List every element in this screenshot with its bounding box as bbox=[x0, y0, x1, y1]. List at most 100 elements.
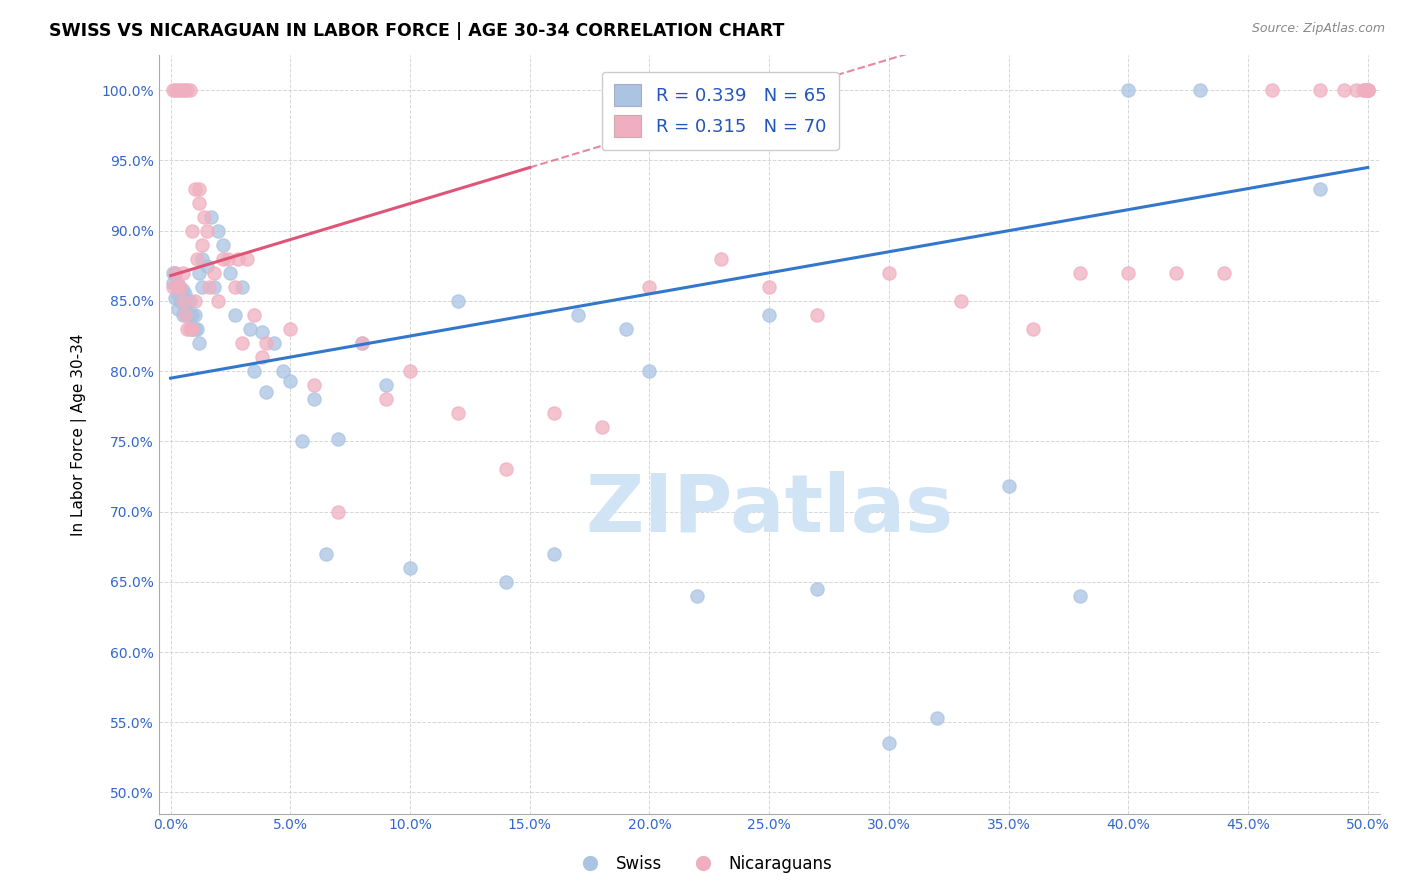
Point bbox=[495, 574, 517, 589]
Point bbox=[250, 325, 273, 339]
Point bbox=[352, 336, 374, 351]
Point bbox=[176, 322, 198, 336]
Legend: Swiss, Nicaraguans: Swiss, Nicaraguans bbox=[567, 848, 839, 880]
Point bbox=[1333, 83, 1355, 97]
Point bbox=[172, 308, 194, 322]
Point bbox=[949, 293, 972, 308]
Point bbox=[188, 195, 211, 210]
Point bbox=[190, 280, 212, 294]
Point bbox=[250, 350, 273, 364]
Point bbox=[591, 420, 613, 434]
Point bbox=[172, 266, 194, 280]
Point bbox=[190, 252, 212, 266]
Point bbox=[181, 308, 204, 322]
Point bbox=[877, 736, 900, 750]
Point bbox=[1309, 83, 1331, 97]
Point bbox=[174, 286, 197, 301]
Point bbox=[166, 280, 188, 294]
Point bbox=[1309, 181, 1331, 195]
Point bbox=[399, 561, 422, 575]
Point bbox=[291, 434, 314, 449]
Point bbox=[195, 259, 218, 273]
Point bbox=[447, 406, 470, 420]
Point bbox=[236, 252, 259, 266]
Point bbox=[212, 237, 235, 252]
Point bbox=[1118, 266, 1140, 280]
Point bbox=[1344, 83, 1367, 97]
Point bbox=[1069, 589, 1091, 603]
Point bbox=[1213, 266, 1236, 280]
Point bbox=[352, 336, 374, 351]
Point bbox=[179, 322, 201, 336]
Point bbox=[304, 392, 326, 407]
Point bbox=[278, 374, 301, 388]
Point bbox=[758, 308, 780, 322]
Point bbox=[165, 83, 187, 97]
Point bbox=[183, 322, 205, 336]
Point bbox=[224, 280, 246, 294]
Point bbox=[243, 308, 266, 322]
Point bbox=[614, 322, 637, 336]
Text: ZIPatlas: ZIPatlas bbox=[585, 471, 953, 549]
Point bbox=[176, 83, 198, 97]
Point bbox=[198, 280, 221, 294]
Point bbox=[172, 283, 194, 297]
Point bbox=[179, 308, 201, 322]
Point bbox=[304, 378, 326, 392]
Point bbox=[375, 378, 398, 392]
Point bbox=[174, 308, 197, 322]
Point bbox=[315, 547, 337, 561]
Text: Source: ZipAtlas.com: Source: ZipAtlas.com bbox=[1251, 22, 1385, 36]
Point bbox=[263, 336, 285, 351]
Point bbox=[165, 266, 187, 280]
Point bbox=[219, 266, 242, 280]
Point bbox=[166, 302, 188, 317]
Point bbox=[172, 293, 194, 308]
Point bbox=[447, 293, 470, 308]
Point bbox=[174, 301, 197, 315]
Point bbox=[686, 589, 709, 603]
Point bbox=[1351, 83, 1374, 97]
Point bbox=[495, 462, 517, 476]
Point bbox=[877, 266, 900, 280]
Point bbox=[399, 364, 422, 378]
Point bbox=[1357, 83, 1379, 97]
Point bbox=[1118, 83, 1140, 97]
Point bbox=[638, 280, 661, 294]
Point bbox=[806, 582, 828, 596]
Point bbox=[243, 364, 266, 378]
Point bbox=[186, 252, 208, 266]
Point bbox=[997, 479, 1019, 493]
Point bbox=[183, 293, 205, 308]
Point bbox=[1354, 83, 1376, 97]
Point bbox=[169, 280, 191, 294]
Point bbox=[1021, 322, 1043, 336]
Point bbox=[166, 83, 188, 97]
Point bbox=[172, 83, 194, 97]
Point bbox=[166, 286, 188, 301]
Point bbox=[758, 280, 780, 294]
Point bbox=[162, 280, 184, 294]
Point bbox=[181, 322, 204, 336]
Point bbox=[925, 711, 948, 725]
Point bbox=[239, 322, 262, 336]
Legend: R = 0.339   N = 65, R = 0.315   N = 70: R = 0.339 N = 65, R = 0.315 N = 70 bbox=[602, 71, 839, 150]
Point bbox=[543, 547, 565, 561]
Point bbox=[166, 277, 188, 291]
Point bbox=[202, 280, 225, 294]
Point bbox=[200, 210, 222, 224]
Point bbox=[183, 181, 205, 195]
Point bbox=[193, 210, 215, 224]
Point bbox=[217, 252, 239, 266]
Point bbox=[224, 308, 246, 322]
Point bbox=[188, 266, 211, 280]
Point bbox=[181, 224, 204, 238]
Point bbox=[179, 293, 201, 308]
Point bbox=[1069, 266, 1091, 280]
Point bbox=[176, 293, 198, 308]
Point bbox=[1354, 83, 1376, 97]
Point bbox=[169, 83, 191, 97]
Point bbox=[202, 266, 225, 280]
Point bbox=[165, 291, 187, 305]
Point bbox=[172, 293, 194, 308]
